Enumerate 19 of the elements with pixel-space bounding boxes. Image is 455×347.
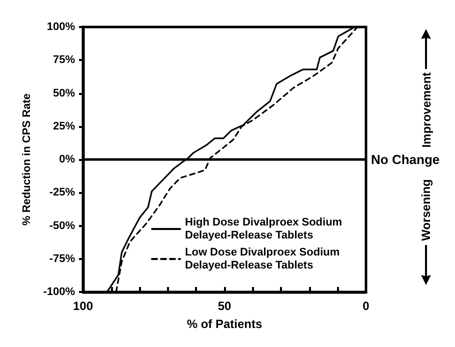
x-tick-label: 100 — [72, 299, 94, 313]
legend-label: Low Dose Divalproex Sodium Delayed-Release Tablets — [185, 246, 343, 272]
y-tick-label: 50% — [52, 87, 76, 100]
y-tick-label: 75% — [52, 54, 76, 66]
y-tick-label: -25% — [49, 186, 76, 199]
y-axis-title: % Reduction in CPS Rate — [20, 93, 33, 226]
y-tick-label: 0% — [59, 154, 76, 166]
y-tick-label: -100% — [43, 286, 76, 298]
y-tick-label: -75% — [49, 252, 76, 265]
text: Worsening — [418, 179, 433, 241]
text: Improvement — [419, 72, 434, 148]
x-axis-title: % of Patients — [186, 317, 262, 331]
y-tick-label: 100% — [46, 21, 76, 33]
ref-line-label: No Change — [371, 152, 440, 167]
legend-label: High Dose Divalproex Sodium Delayed-Release Tablets — [185, 216, 346, 242]
x-tick-label: 50 — [218, 299, 232, 313]
y-tick-label: 25% — [52, 120, 76, 132]
x-tick-label: 0 — [362, 299, 370, 313]
y-tick-label: -50% — [49, 220, 76, 232]
